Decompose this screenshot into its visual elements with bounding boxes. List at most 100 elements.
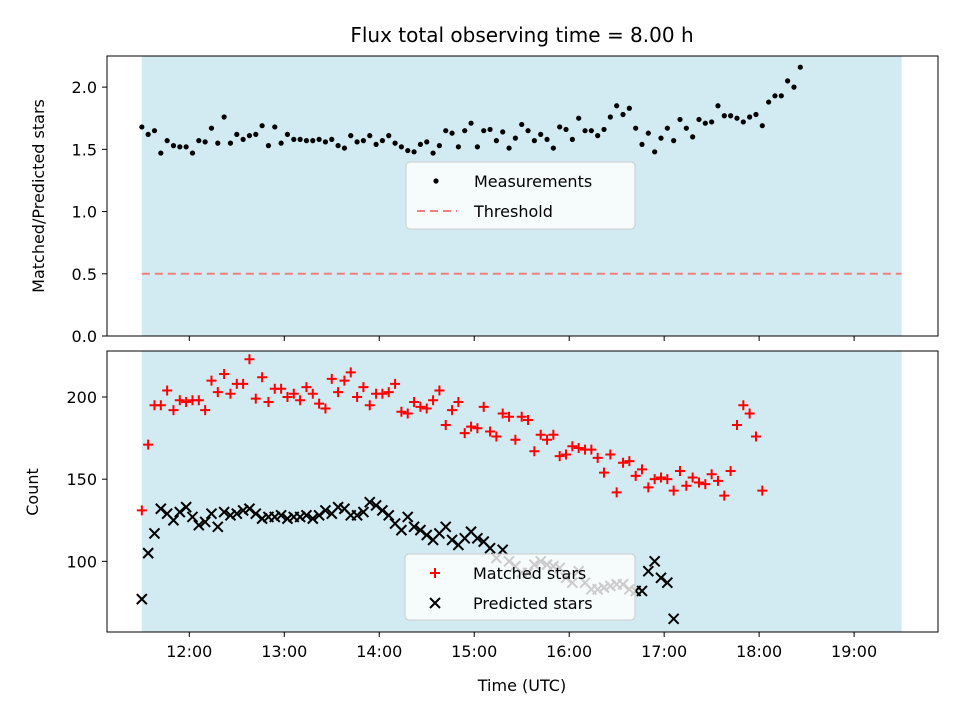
measurement-point — [436, 143, 442, 149]
predicted-star-point — [218, 506, 230, 518]
matched-star-point — [706, 469, 717, 480]
measurement-point — [778, 93, 784, 99]
predicted-star-point — [636, 585, 648, 597]
measurement-point — [291, 136, 297, 142]
measurement-point — [702, 120, 708, 126]
matched-star-point — [339, 375, 350, 386]
top-axes-frame — [106, 55, 939, 337]
measurement-point — [493, 138, 499, 144]
measurement-point — [158, 150, 164, 156]
measurement-point — [379, 138, 386, 144]
measurement-point — [164, 138, 170, 144]
measurement-point — [709, 119, 715, 125]
measurement-point — [474, 144, 480, 150]
measurement-point — [557, 124, 563, 130]
predicted-star-point — [484, 542, 496, 554]
matched-star-point — [282, 392, 293, 403]
matched-star-point — [643, 482, 654, 493]
matched-star-point — [674, 465, 685, 476]
matched-star-point — [453, 396, 464, 407]
legend-matched-marker — [430, 568, 440, 578]
matched-star-point — [744, 408, 755, 419]
measurement-point — [538, 131, 544, 137]
matched-star-point — [567, 441, 578, 452]
legend-measurements-marker — [433, 178, 439, 184]
bottom-axes-frame — [106, 350, 939, 633]
matched-star-point — [523, 415, 534, 426]
matched-star-point — [548, 429, 559, 440]
measurement-point — [335, 143, 341, 149]
predicted-star-point — [167, 514, 180, 526]
matched-star-point — [295, 395, 306, 406]
predicted-star-point — [148, 527, 161, 540]
measurement-point — [462, 128, 468, 134]
measurement-point — [734, 115, 740, 121]
matched-star-point — [168, 405, 179, 416]
matched-star-point — [592, 452, 603, 463]
matched-star-point — [396, 406, 407, 417]
predicted-star-point — [383, 509, 395, 522]
top-panel: 0.00.51.01.52.0 Matched/Predicted stars … — [29, 55, 939, 346]
matched-star-point — [611, 487, 622, 498]
matched-star-point — [333, 387, 344, 398]
matched-star-point — [668, 485, 679, 496]
measurement-point — [544, 136, 550, 142]
legend-predicted-label: Predicted stars — [473, 594, 593, 613]
measurement-point — [253, 131, 259, 137]
matched-star-point — [719, 490, 730, 501]
matched-star-point — [738, 400, 749, 411]
measurement-point — [310, 138, 316, 144]
measurement-point — [683, 125, 689, 131]
measurement-point — [614, 103, 620, 109]
measurement-point — [354, 139, 360, 145]
x-tick-label: 19:00 — [831, 642, 877, 661]
matched-star-point — [250, 393, 261, 404]
matched-star-point — [326, 373, 337, 384]
measurement-point — [170, 143, 177, 149]
x-tick-label: 16:00 — [546, 642, 592, 661]
predicted-star-point — [180, 501, 192, 513]
matched-star-point — [542, 434, 553, 445]
matched-star-point — [700, 479, 711, 490]
measurement-point — [240, 136, 246, 142]
matched-star-point — [174, 395, 185, 406]
measurement-point — [234, 131, 240, 137]
series-0 — [136, 354, 768, 516]
measurement-point — [569, 136, 575, 142]
top-legend-box — [405, 161, 636, 230]
measurement-point — [373, 141, 379, 147]
matched-star-point — [750, 431, 761, 442]
series-0 — [139, 64, 803, 156]
predicted-star-point — [199, 516, 211, 528]
matched-star-point — [681, 480, 692, 491]
matched-star-point — [383, 387, 394, 398]
predicted-star-point — [642, 565, 655, 577]
predicted-star-point — [395, 524, 408, 536]
measurement-point — [607, 114, 613, 120]
x-tick-label: 18:00 — [736, 642, 782, 661]
matched-star-point — [630, 470, 641, 481]
measurement-point — [500, 129, 506, 135]
x-tick-label: 14:00 — [356, 642, 402, 661]
matched-star-point — [554, 451, 565, 462]
matched-star-point — [485, 426, 496, 437]
measurement-point — [740, 119, 746, 125]
matched-star-point — [136, 505, 147, 516]
measurement-point — [715, 103, 721, 109]
measurement-point — [386, 133, 392, 139]
matched-star-point — [466, 421, 477, 432]
y-tick-label: 200 — [66, 388, 97, 407]
measurement-point — [747, 114, 753, 120]
legend-measurements-label: Measurements — [474, 172, 592, 191]
measurement-point — [595, 133, 601, 139]
bottom-panel: 100 150 200 12:00 13:00 14:00 15:00 16:00 17:00 1… — [23, 350, 939, 695]
measurement-point — [690, 134, 696, 140]
measurement-point — [151, 128, 158, 134]
measurement-point — [208, 125, 215, 131]
measurement-point — [588, 128, 594, 134]
measurement-point — [633, 125, 639, 131]
measurement-point — [664, 125, 670, 131]
measurement-point — [424, 139, 430, 145]
measurement-point — [272, 124, 278, 130]
measurement-point — [677, 116, 683, 123]
